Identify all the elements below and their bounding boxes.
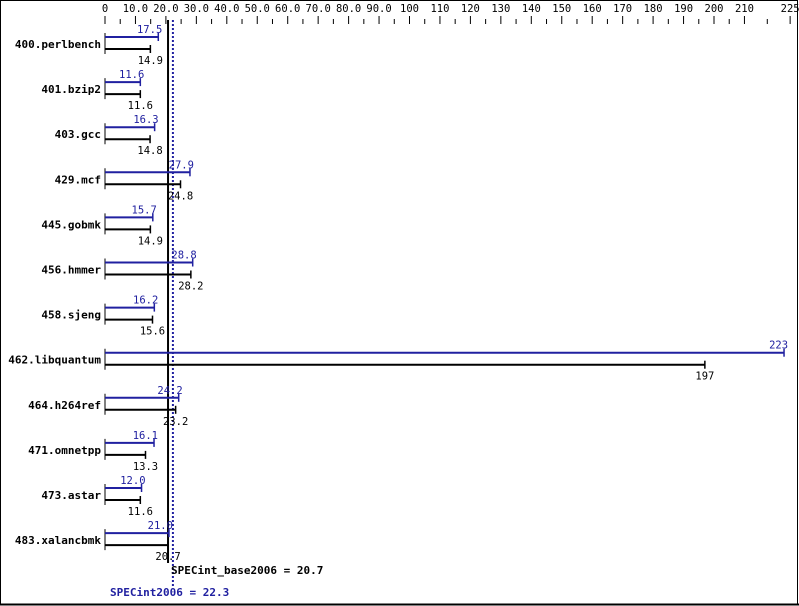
benchmark-label: 445.gobmk <box>41 218 101 231</box>
benchmark-label: 400.perlbench <box>15 38 101 51</box>
x-tick-label: 70.0 <box>306 3 331 15</box>
peak-value-label: 15.7 <box>132 204 157 216</box>
benchmark-label: 456.hmmer <box>41 264 101 277</box>
x-tick-label: 30.0 <box>184 3 209 15</box>
peak-value-label: 16.3 <box>133 114 158 126</box>
x-tick-label: 140 <box>522 3 541 15</box>
benchmark-label: 471.omnetpp <box>28 444 101 457</box>
x-tick-label: 80.0 <box>336 3 361 15</box>
x-tick-label: 50.0 <box>245 3 270 15</box>
x-tick-label: 190 <box>674 3 693 15</box>
peak-value-label: 11.6 <box>119 69 144 81</box>
benchmark-label: 473.astar <box>41 489 101 502</box>
peak-value-label: 12.0 <box>120 475 145 487</box>
x-tick-label: 110 <box>430 3 449 15</box>
benchmark-label: 403.gcc <box>55 128 101 141</box>
base-summary-label: SPECint_base2006 = 20.7 <box>171 564 323 577</box>
base-value-label: 13.3 <box>133 461 158 473</box>
peak-value-label: 21.0 <box>148 520 173 532</box>
x-tick-label: 90.0 <box>366 3 391 15</box>
x-tick-label: 210 <box>735 3 754 15</box>
base-value-label: 197 <box>695 371 714 383</box>
peak-value-label: 17.5 <box>137 24 162 36</box>
base-value-label: 11.6 <box>128 506 153 518</box>
x-tick-label: 60.0 <box>275 3 300 15</box>
base-value-label: 28.2 <box>178 281 203 293</box>
x-tick-label: 20.0 <box>153 3 178 15</box>
x-tick-label: 120 <box>461 3 480 15</box>
base-value-label: 24.8 <box>168 190 193 202</box>
x-tick-label: 180 <box>644 3 663 15</box>
peak-value-label: 16.2 <box>133 295 158 307</box>
base-value-label: 11.6 <box>128 100 153 112</box>
benchmark-label: 464.h264ref <box>28 399 101 412</box>
base-value-label: 14.8 <box>137 145 162 157</box>
peak-summary-label: SPECint2006 = 22.3 <box>110 586 229 599</box>
base-value-label: 14.9 <box>138 55 163 67</box>
x-tick-label: 130 <box>491 3 510 15</box>
x-tick-label: 150 <box>552 3 571 15</box>
benchmark-label: 429.mcf <box>55 173 101 186</box>
x-tick-label: 200 <box>705 3 724 15</box>
benchmark-label: 483.xalancbmk <box>15 534 101 547</box>
x-tick-label: 225 <box>781 3 799 15</box>
peak-value-label: 28.8 <box>171 250 196 262</box>
x-tick-label: 0 <box>102 3 108 15</box>
benchmark-label: 462.libquantum <box>8 354 101 367</box>
peak-value-label: 223 <box>769 340 788 352</box>
benchmark-label: 401.bzip2 <box>41 83 101 96</box>
peak-value-label: 24.2 <box>157 385 182 397</box>
base-value-label: 15.6 <box>140 326 165 338</box>
peak-value-label: 16.1 <box>133 430 158 442</box>
base-value-label: 14.9 <box>138 235 163 247</box>
x-tick-label: 160 <box>583 3 602 15</box>
peak-value-label: 27.9 <box>169 159 194 171</box>
benchmark-label: 458.sjeng <box>41 309 101 322</box>
base-value-label: 20.7 <box>155 551 180 563</box>
x-tick-label: 10.0 <box>123 3 148 15</box>
x-tick-label: 170 <box>613 3 632 15</box>
x-tick-label: 40.0 <box>214 3 239 15</box>
x-tick-label: 100 <box>400 3 419 15</box>
base-value-label: 23.2 <box>163 416 188 428</box>
